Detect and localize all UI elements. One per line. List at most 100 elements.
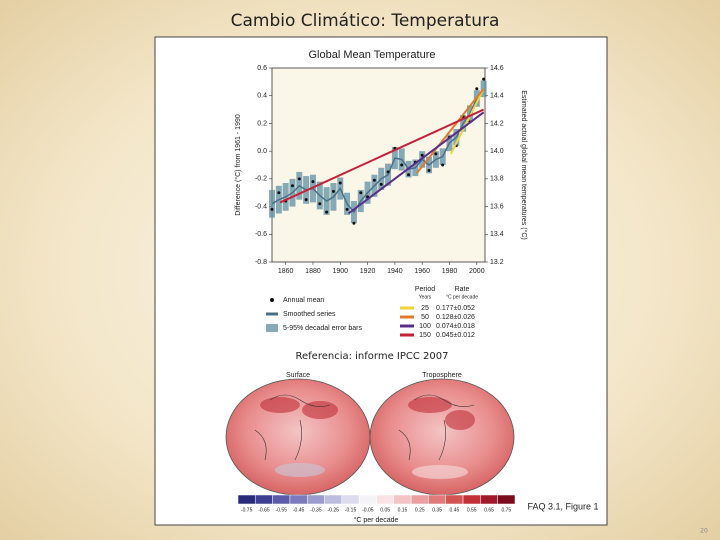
map-label: Surface	[286, 372, 310, 379]
x-tick-label: 1940	[387, 268, 403, 275]
colorbar-swatch	[497, 494, 516, 505]
annual-point	[475, 87, 479, 91]
annual-point	[386, 170, 390, 174]
annual-point	[434, 152, 438, 156]
trend-line	[279, 108, 485, 204]
colorbar-tick: 0.05	[380, 507, 390, 513]
colorbar-tick: 0.25	[415, 507, 425, 513]
colorbar-tick: 0.75	[501, 507, 511, 513]
map-label: Troposphere	[422, 372, 462, 379]
table-period: 25	[421, 305, 429, 312]
colorbar-tick: 0.65	[484, 507, 494, 513]
colorbar-tick: 0.35	[432, 507, 442, 513]
y2-tick-label: 13.2	[490, 259, 504, 266]
y-tick-label: -0.8	[255, 259, 267, 266]
x-tick-label: 2000	[469, 268, 485, 275]
figure-label: FAQ 3.1, Figure 1	[527, 501, 598, 511]
y-tick-label: 0.6	[257, 65, 267, 72]
annual-point	[441, 163, 445, 167]
colorbar-swatch	[307, 494, 325, 505]
legend-marker	[270, 298, 274, 302]
slide-title: Cambio Climático: Temperatura	[231, 11, 500, 31]
annual-point	[270, 207, 274, 211]
colorbar-swatch	[393, 494, 412, 505]
annual-point	[359, 191, 363, 195]
colorbar-swatch	[376, 494, 395, 505]
y2-tick-label: 14.2	[490, 120, 504, 127]
x-tick-label: 1900	[332, 268, 348, 275]
annual-point	[379, 182, 383, 186]
colorbar-swatch	[462, 494, 481, 505]
y2-tick-label: 14.4	[490, 93, 504, 100]
annual-point	[304, 198, 308, 202]
annual-point	[311, 180, 315, 184]
legend-label: 5-95% decadal error bars	[283, 325, 362, 332]
colorbar-swatch	[480, 494, 498, 505]
annual-point	[400, 163, 404, 167]
table-rate: 0.177±0.052	[436, 305, 475, 312]
map-coastlines	[254, 394, 475, 461]
table-header: Rate	[455, 286, 470, 293]
annual-point	[297, 177, 301, 181]
annual-point	[420, 153, 424, 157]
legend-marker	[266, 324, 278, 332]
y2-tick-label: 14.0	[490, 148, 504, 155]
annual-point	[325, 210, 329, 214]
colorbar-swatch	[341, 494, 360, 505]
x-tick-label: 1860	[278, 268, 294, 275]
y-tick-label: 0.4	[257, 93, 267, 100]
table-period: 150	[419, 332, 431, 339]
table-rate: 0.045±0.012	[436, 332, 475, 339]
colorbar-swatch	[237, 494, 256, 505]
y-tick-label: 0.0	[257, 148, 267, 155]
colorbar-tick: -0.45	[293, 507, 305, 513]
annual-point	[352, 221, 356, 225]
y2-tick-label: 13.4	[490, 231, 504, 238]
colorbar-tick: 0.55	[467, 507, 477, 513]
colorbar-tick: 0.15	[398, 507, 408, 513]
table-rate: 0.128±0.026	[436, 314, 475, 321]
colorbar-tick: 0.45	[450, 507, 460, 513]
legend-label: Smoothed series	[283, 311, 336, 318]
colorbar-swatch	[428, 494, 446, 505]
legend-label: Annual mean	[283, 297, 324, 304]
annual-point	[427, 169, 431, 173]
y2-tick-label: 13.6	[490, 203, 504, 210]
y-tick-label: -0.4	[255, 203, 267, 210]
surface-map	[225, 378, 371, 496]
colorbar-swatch	[410, 494, 429, 505]
trend-line	[415, 88, 485, 174]
y2-axis-label: Estimated actual global mean temperature…	[520, 90, 528, 239]
chart-title: Global Mean Temperature	[309, 49, 436, 61]
colorbar-tick: -0.35	[310, 507, 322, 513]
caption: Referencia: informe IPCC 2007	[296, 351, 449, 362]
colorbar-tick: -0.15	[345, 507, 357, 513]
colorbar-swatch	[445, 494, 464, 505]
trend-line	[347, 111, 485, 215]
y2-tick-label: 14.6	[490, 65, 504, 72]
table-subheader: Years	[419, 294, 432, 300]
trend-line	[449, 88, 485, 155]
y2-tick-label: 13.8	[490, 176, 504, 183]
annual-point	[318, 202, 322, 206]
table-rate: 0.074±0.018	[436, 323, 475, 330]
table-subheader: °C per decade	[446, 294, 478, 300]
x-tick-label: 1960	[414, 268, 430, 275]
annual-point	[372, 178, 376, 182]
colorbar-tick: -0.65	[258, 507, 270, 513]
colorbar-tick: -0.55	[276, 507, 288, 513]
page-number: 20	[700, 528, 708, 535]
x-tick-label: 1980	[442, 268, 458, 275]
y-axis-label: Difference (°C) from 1961 - 1990	[234, 114, 242, 216]
colorbar-swatch	[324, 494, 343, 505]
x-tick-label: 1880	[305, 268, 321, 275]
annual-point	[338, 181, 342, 185]
colorbar-tick: -0.05	[362, 507, 374, 513]
annual-point	[290, 184, 294, 188]
colorbar-tick: -0.25	[328, 507, 340, 513]
table-period: 100	[419, 323, 431, 330]
annual-point	[345, 207, 349, 211]
y-tick-label: -0.6	[255, 231, 267, 238]
y-tick-label: -0.2	[255, 176, 267, 183]
